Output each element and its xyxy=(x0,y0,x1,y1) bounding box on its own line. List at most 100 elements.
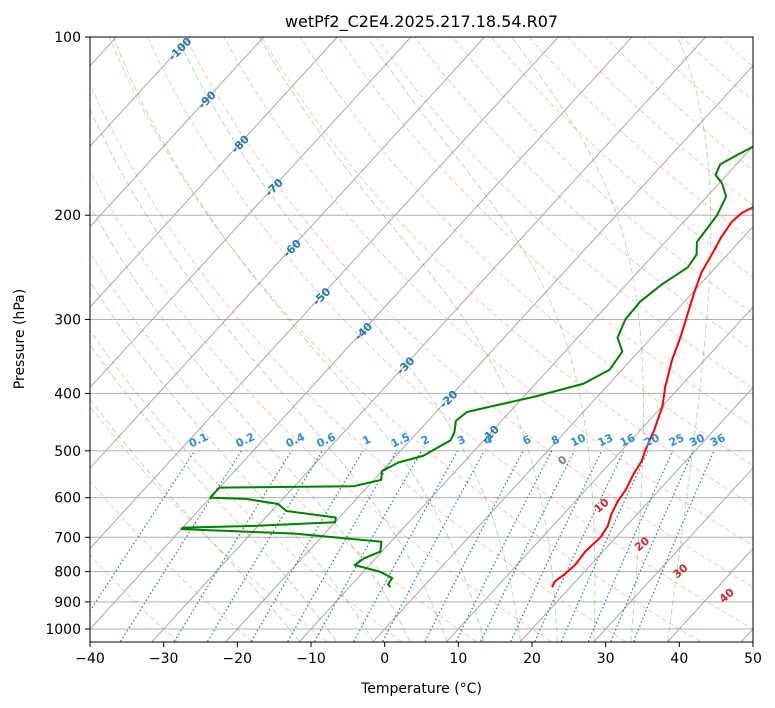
y-tick-label: 900 xyxy=(54,595,81,611)
dry-adiabat-line xyxy=(223,37,753,547)
isotherm-line xyxy=(90,37,338,308)
isotherm-line xyxy=(520,386,753,642)
dry-adiabat-line xyxy=(90,329,402,642)
mixing-ratio-line xyxy=(353,450,459,642)
mixing-ratio-label: 2 xyxy=(419,433,431,448)
x-tick-label: 30 xyxy=(597,651,615,667)
y-tick-label: 1000 xyxy=(45,622,81,638)
mixing-ratio-label: 20 xyxy=(642,431,662,449)
isotherm-line xyxy=(151,37,707,642)
moist-adiabat-line xyxy=(90,107,448,642)
dry-adiabat-line xyxy=(452,37,753,315)
mixing-ratio-line xyxy=(120,450,243,642)
dewpoint-profile-line xyxy=(180,145,753,588)
mixing-ratio-line xyxy=(534,450,625,642)
moist-adiabat-label: 30 xyxy=(670,561,690,581)
isotherm-line xyxy=(90,37,191,147)
x-tick-label: 20 xyxy=(523,651,541,667)
isotherm-line xyxy=(372,225,753,642)
moist-adiabat-line xyxy=(511,37,644,642)
x-tick-label: −30 xyxy=(149,651,179,667)
x-tick-label: 10 xyxy=(449,651,467,667)
isotherm-line xyxy=(90,37,559,550)
y-tick-label: 100 xyxy=(54,30,81,46)
mixing-ratio-label: 0.1 xyxy=(187,430,210,450)
y-tick-label: 300 xyxy=(54,312,81,328)
isotherm-line xyxy=(446,306,753,642)
mixing-ratio-label: 13 xyxy=(596,431,615,449)
y-tick-label: 600 xyxy=(54,491,81,507)
moist-adiabat-line xyxy=(90,398,300,642)
mixing-ratio-line xyxy=(560,450,649,642)
mixing-ratio-label: 0.2 xyxy=(234,430,257,450)
y-tick-label: 200 xyxy=(54,208,81,224)
mixing-ratio-line xyxy=(610,450,694,642)
mixing-ratio-label: 36 xyxy=(708,431,728,449)
x-tick-label: −40 xyxy=(75,651,105,667)
isotherm-line xyxy=(299,145,753,642)
dry-adiabat-line xyxy=(185,37,753,588)
isotherm-line xyxy=(90,37,265,228)
isotherm-line xyxy=(90,37,412,389)
dry-adiabat-line xyxy=(146,37,753,630)
moist-adiabat-line xyxy=(90,204,411,642)
dry-adiabat-line xyxy=(413,37,753,352)
mixing-ratio-label: 16 xyxy=(618,431,638,449)
dry-adiabat-line xyxy=(490,37,753,278)
dry-adiabat-line xyxy=(680,37,753,102)
isotherm-line xyxy=(593,467,753,642)
mixing-ratio-line xyxy=(90,450,196,613)
mixing-ratio-label: 6 xyxy=(521,433,534,448)
moist-adiabat-label: 40 xyxy=(717,586,737,606)
x-axis-label: Temperature (°C) xyxy=(360,681,482,697)
moist-adiabat-line xyxy=(90,343,337,642)
moist-adiabat-line xyxy=(367,37,596,642)
moist-adiabat-label: 10 xyxy=(592,496,612,516)
mixing-ratio-line xyxy=(250,450,364,642)
isotherm-line xyxy=(741,628,753,642)
mixing-ratio-label: 25 xyxy=(667,431,686,449)
dry-adiabat-label: -100 xyxy=(166,35,195,64)
mixing-ratio-label: 30 xyxy=(687,431,707,449)
mixing-ratio-label: 8 xyxy=(549,433,561,448)
dry-adiabat-line xyxy=(90,82,626,642)
x-tick-label: 0 xyxy=(380,651,389,667)
y-tick-label: 800 xyxy=(54,565,81,581)
moist-adiabat-line xyxy=(259,37,558,642)
y-tick-label: 500 xyxy=(54,444,81,460)
mixing-ratio-label: 10 xyxy=(569,431,589,449)
dry-adiabat-line xyxy=(90,251,477,642)
dry-adiabat-line xyxy=(375,37,753,389)
dry-adiabat-line xyxy=(108,37,701,642)
chart-title: wetPf2_C2E4.2025.217.18.54.R07 xyxy=(285,12,558,32)
mixing-ratio-line xyxy=(587,450,674,642)
moist-adiabat-line xyxy=(90,280,374,642)
y-tick-label: 700 xyxy=(54,530,81,546)
y-tick-label: 400 xyxy=(54,386,81,402)
dry-adiabat-line xyxy=(337,37,753,428)
x-tick-label: 50 xyxy=(744,651,762,667)
dry-adiabat-line xyxy=(719,37,753,68)
mixing-ratio-label: 0.6 xyxy=(315,430,338,450)
mixing-ratio-label: 3 xyxy=(455,433,467,448)
plot-frame xyxy=(89,36,754,643)
x-tick-label: −10 xyxy=(296,651,326,667)
moist-adiabat-label: 0 xyxy=(556,453,570,468)
temperature-profile-line xyxy=(550,206,753,588)
mixing-ratio-line xyxy=(382,450,485,642)
isotherm-line xyxy=(90,37,486,469)
mixing-ratio-line xyxy=(480,450,575,642)
isotherm-line xyxy=(90,37,633,630)
dry-adiabat-line xyxy=(90,170,552,642)
mixing-ratio-label: 1.5 xyxy=(389,430,412,450)
moist-adiabat-line xyxy=(667,37,712,642)
dry-adiabat-line xyxy=(261,37,753,506)
x-tick-label: 40 xyxy=(670,651,688,667)
x-tick-label: −20 xyxy=(223,651,253,667)
moist-adiabat-line xyxy=(112,37,485,642)
isotherm-line xyxy=(225,64,753,642)
mixing-ratio-line xyxy=(455,450,553,642)
mixing-ratio-line xyxy=(173,450,293,642)
mixing-ratio-line xyxy=(633,450,715,642)
